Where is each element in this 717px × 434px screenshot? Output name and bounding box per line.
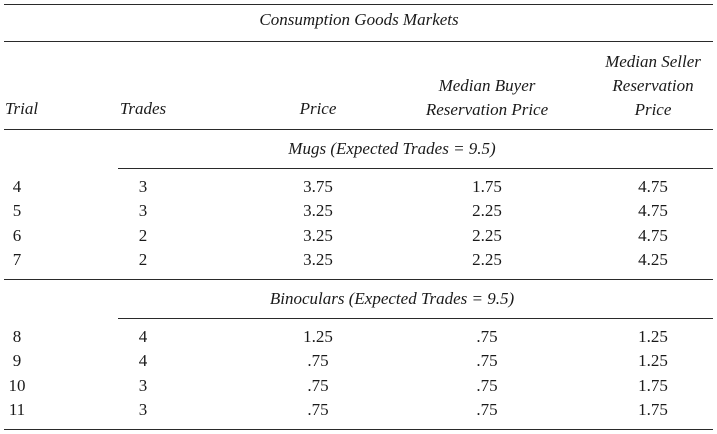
section-divider-rule: [4, 279, 713, 280]
col-header-trial: Trial: [5, 99, 39, 118]
cell-seller: 4.75: [638, 201, 668, 220]
cell-price: 3.25: [303, 226, 333, 245]
top-rule: [4, 4, 713, 5]
cell-buyer: .75: [476, 376, 498, 395]
cell-buyer: .75: [476, 400, 498, 419]
header-rule: [4, 129, 713, 130]
col-header-buyer-line2: Reservation Price: [425, 100, 549, 119]
cell-buyer: .75: [476, 351, 498, 370]
cell-trial: 11: [8, 400, 26, 419]
col-header-seller-line3: Price: [634, 100, 672, 119]
cell-trades: 4: [138, 351, 148, 370]
cell-trades: 3: [138, 177, 148, 196]
col-header-price: Price: [299, 99, 337, 118]
cell-buyer: 2.25: [472, 226, 502, 245]
cell-trial: 7: [12, 250, 22, 269]
cell-trial: 8: [12, 327, 22, 346]
col-header-seller: Median Seller Reservation Price: [605, 50, 701, 122]
col-header-seller-line1: Median Seller: [605, 52, 701, 71]
col-header-buyer-line1: Median Buyer: [438, 76, 536, 95]
cell-trades: 2: [138, 250, 148, 269]
cell-trial: 5: [12, 201, 22, 220]
cell-seller: 4.75: [638, 226, 668, 245]
cell-price: .75: [307, 400, 329, 419]
cell-trades: 3: [138, 201, 148, 220]
table-title: Consumption Goods Markets: [259, 10, 459, 29]
cell-price: 3.25: [303, 250, 333, 269]
cell-buyer: 1.75: [472, 177, 502, 196]
cell-trial: 6: [12, 226, 22, 245]
cell-seller: 4.25: [638, 250, 668, 269]
col-header-trades: Trades: [119, 99, 167, 118]
binoculars-section-rule: [118, 318, 713, 319]
cell-price: 3.75: [303, 177, 333, 196]
cell-seller: 1.75: [638, 376, 668, 395]
cell-trial: 10: [8, 376, 26, 395]
cell-seller: 1.75: [638, 400, 668, 419]
section-label-mugs: Mugs (Expected Trades = 9.5): [288, 139, 496, 158]
title-rule: [4, 41, 713, 42]
cell-seller: 1.25: [638, 351, 668, 370]
cell-trades: 4: [138, 327, 148, 346]
cell-trades: 3: [138, 400, 148, 419]
col-header-seller-line2: Reservation: [612, 76, 694, 95]
cell-trades: 2: [138, 226, 148, 245]
cell-buyer: 2.25: [472, 250, 502, 269]
cell-price: 1.25: [303, 327, 333, 346]
bottom-rule: [4, 429, 713, 430]
cell-buyer: .75: [476, 327, 498, 346]
cell-trial: 9: [12, 351, 22, 370]
col-header-buyer: Median Buyer Reservation Price: [426, 74, 548, 122]
cell-seller: 1.25: [638, 327, 668, 346]
cell-seller: 4.75: [638, 177, 668, 196]
cell-price: 3.25: [303, 201, 333, 220]
cell-price: .75: [307, 376, 329, 395]
section-label-binoculars: Binoculars (Expected Trades = 9.5): [269, 289, 515, 308]
cell-trades: 3: [138, 376, 148, 395]
cell-trial: 4: [12, 177, 22, 196]
cell-buyer: 2.25: [472, 201, 502, 220]
mugs-section-rule: [118, 168, 713, 169]
cell-price: .75: [307, 351, 329, 370]
